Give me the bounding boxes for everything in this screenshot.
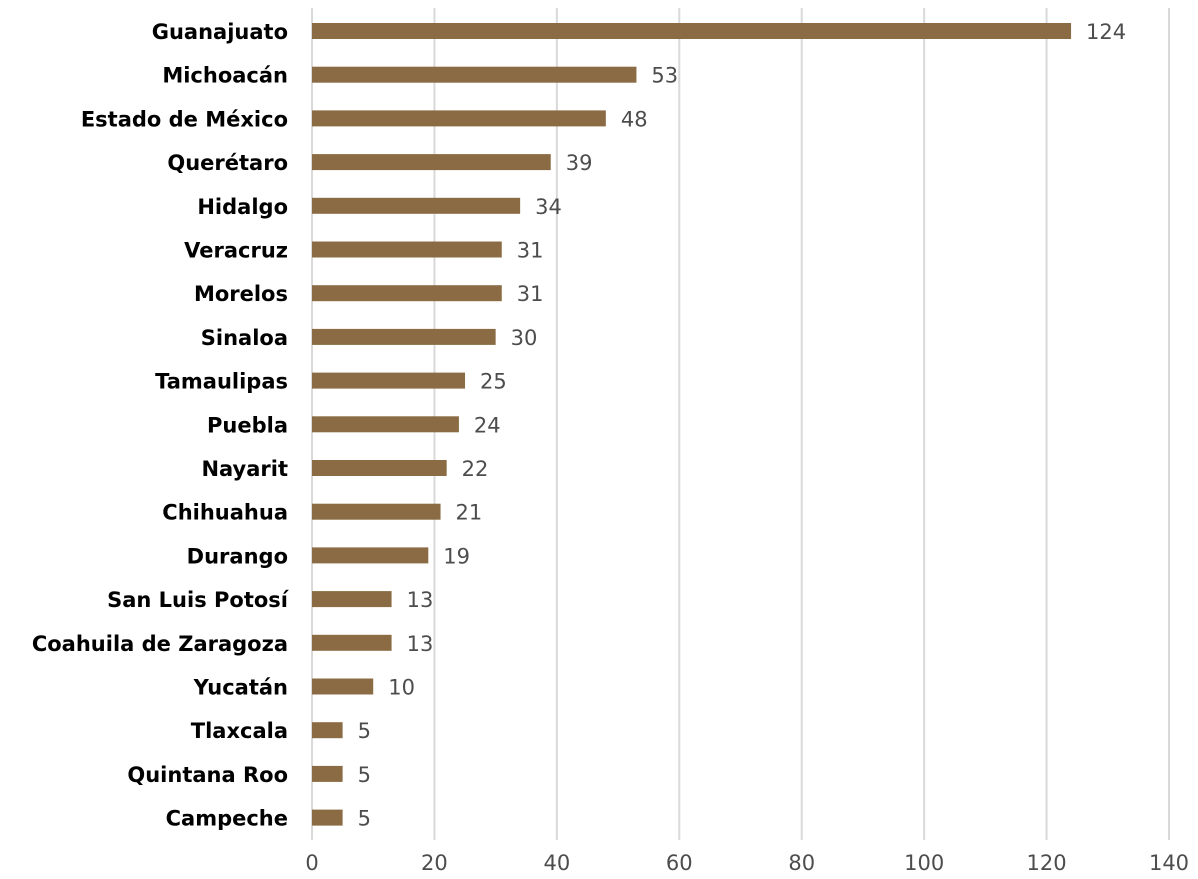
bar <box>312 547 429 564</box>
bar <box>312 591 392 608</box>
x-tick-label: 120 <box>1027 851 1067 875</box>
bar <box>312 197 521 214</box>
bar <box>312 66 637 83</box>
x-tick-label: 40 <box>543 851 570 875</box>
data-label: 22 <box>462 457 489 481</box>
data-label: 124 <box>1086 20 1126 44</box>
x-tick-label: 140 <box>1149 851 1189 875</box>
data-label: 19 <box>443 544 470 568</box>
data-label: 5 <box>358 807 371 831</box>
data-label: 24 <box>474 413 501 437</box>
category-label: Puebla <box>207 413 288 437</box>
bar <box>312 634 392 651</box>
category-label: Quintana Roo <box>127 763 288 787</box>
data-label: 5 <box>358 719 371 743</box>
data-label: 53 <box>651 64 678 88</box>
data-label: 13 <box>407 632 434 656</box>
category-labels: Guanajuato Michoacán Estado de México Queré… <box>32 20 290 831</box>
data-label: 13 <box>407 588 434 612</box>
category-label: Morelos <box>194 282 288 306</box>
category-label: Michoacán <box>162 64 288 88</box>
category-label: Sinaloa <box>201 326 288 350</box>
category-label: San Luis Potosí <box>107 588 290 612</box>
category-label: Yucatán <box>193 676 288 700</box>
data-label: 30 <box>511 326 538 350</box>
x-tick-label: 80 <box>788 851 815 875</box>
bar <box>312 460 447 476</box>
category-label: Veracruz <box>184 239 288 263</box>
bar <box>312 809 343 826</box>
bar <box>312 503 441 520</box>
category-label: Durango <box>187 544 288 568</box>
bar <box>312 241 502 258</box>
data-label: 21 <box>456 501 483 525</box>
bar <box>312 678 374 695</box>
bars <box>312 23 1072 826</box>
category-label: Querétaro <box>167 151 288 175</box>
bar <box>312 285 502 302</box>
category-label: Chihuahua <box>162 501 288 525</box>
category-label: Hidalgo <box>197 195 288 219</box>
data-label: 34 <box>535 195 562 219</box>
bar <box>312 765 343 782</box>
data-label: 39 <box>566 151 593 175</box>
data-label: 31 <box>517 239 544 263</box>
data-label: 10 <box>388 676 415 700</box>
x-tick-label: 0 <box>305 851 318 875</box>
x-axis-tick-labels: 0 20 40 60 80 100 120 140 <box>305 851 1189 875</box>
data-label: 5 <box>358 763 371 787</box>
bar <box>312 372 466 389</box>
bar <box>312 110 606 127</box>
category-label: Guanajuato <box>152 20 288 44</box>
x-tick-label: 100 <box>904 851 944 875</box>
x-tick-label: 60 <box>666 851 693 875</box>
bar <box>312 23 1072 39</box>
bar <box>312 154 551 171</box>
category-label: Nayarit <box>201 457 288 481</box>
data-label: 25 <box>480 370 507 394</box>
gridlines <box>311 8 1170 840</box>
data-label: 48 <box>621 107 648 131</box>
category-label: Estado de México <box>81 107 288 131</box>
category-label: Campeche <box>166 807 288 831</box>
x-tick-label: 20 <box>421 851 448 875</box>
category-label: Tlaxcala <box>191 719 288 743</box>
category-label: Coahuila de Zaragoza <box>32 632 288 656</box>
data-label: 31 <box>517 282 544 306</box>
bar <box>312 328 496 345</box>
bar <box>312 416 459 433</box>
category-label: Tamaulipas <box>155 370 288 394</box>
bar <box>312 722 343 739</box>
